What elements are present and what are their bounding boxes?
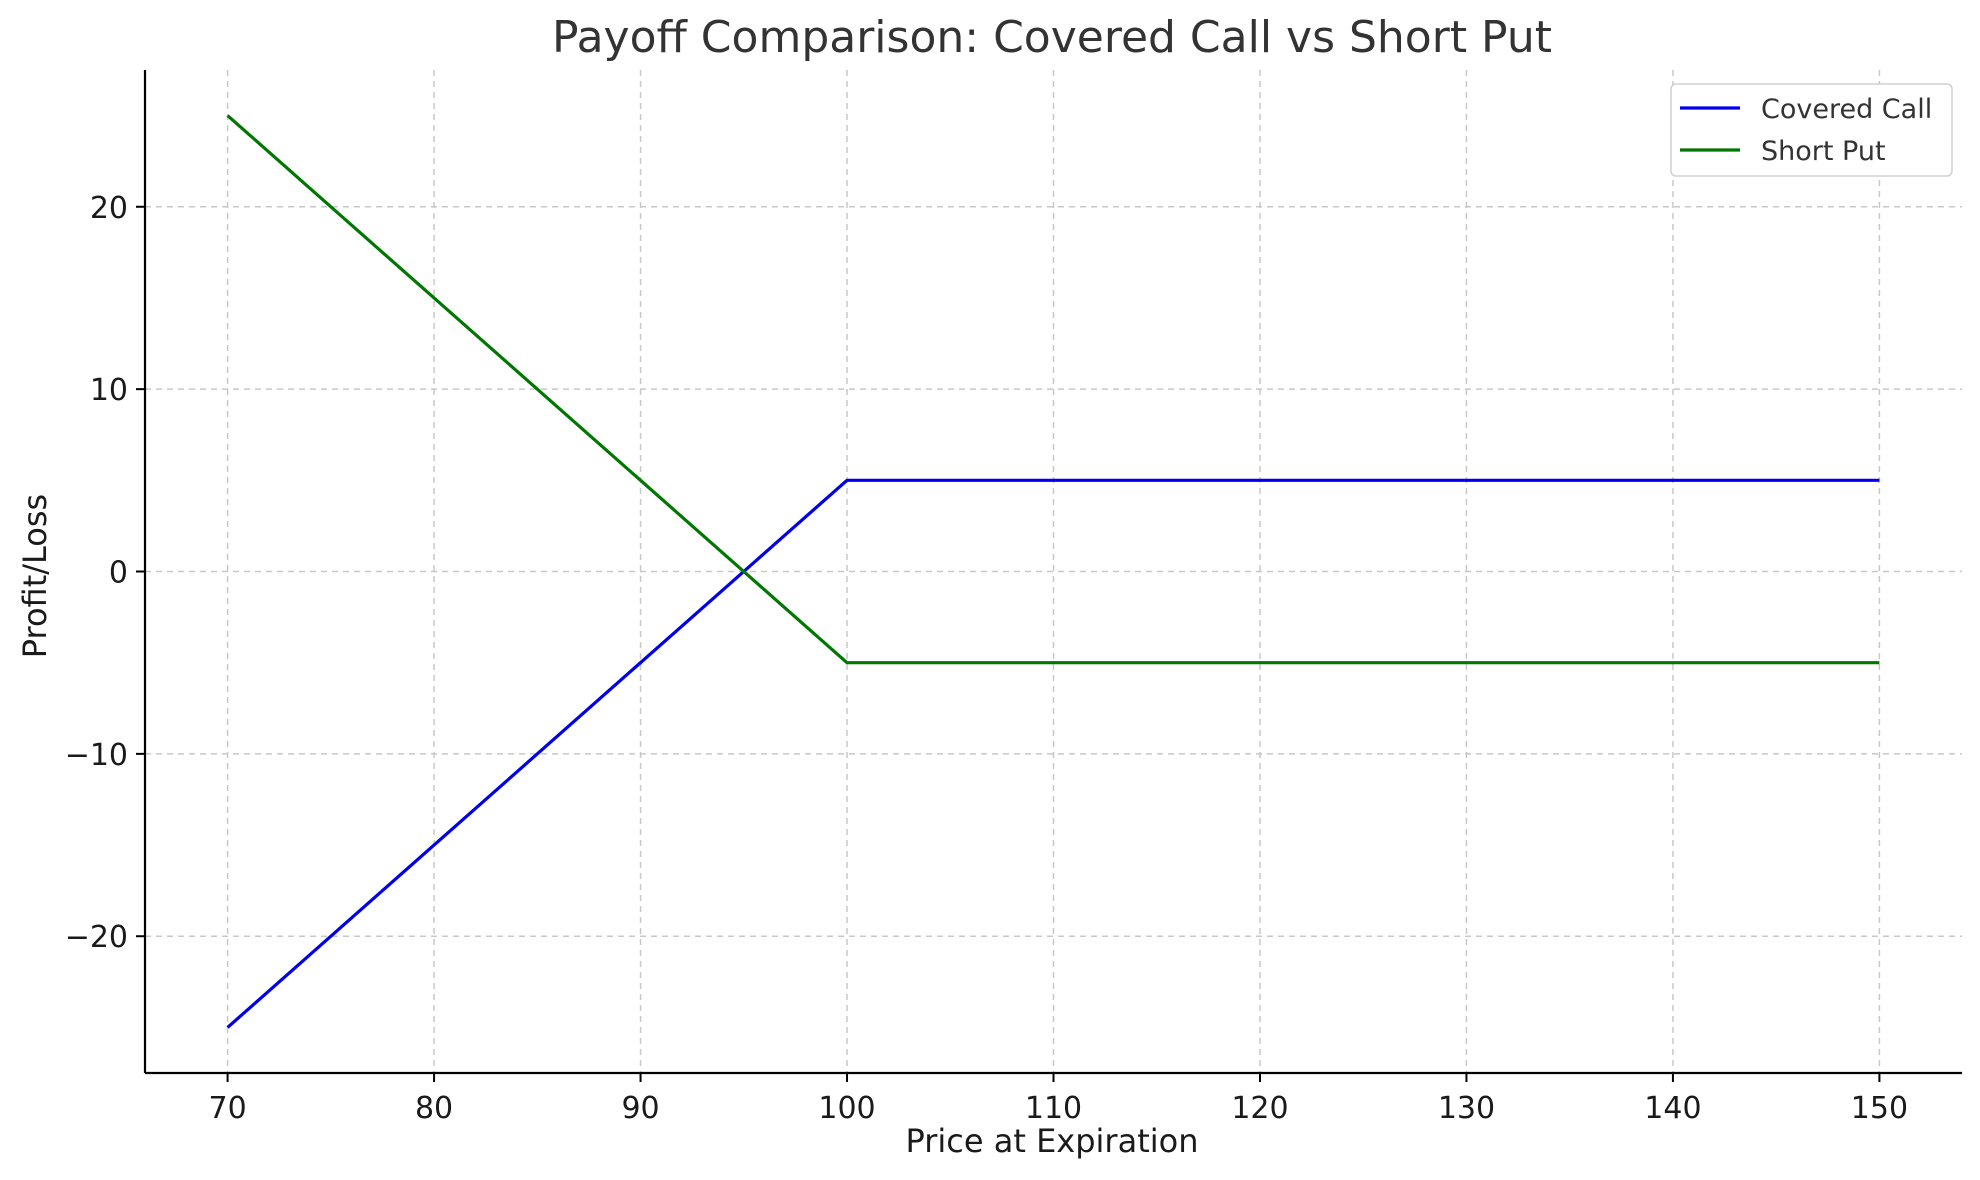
x-tick-label: 100 xyxy=(818,1091,875,1126)
chart-title: Payoff Comparison: Covered Call vs Short… xyxy=(552,12,1552,63)
x-tick-label: 140 xyxy=(1644,1091,1701,1126)
grid xyxy=(145,70,1962,1073)
series-line-covered-call xyxy=(226,478,1880,1029)
tick-labels: 70 80 90 100 110 120 130 140 150 −20 −10 0 10 20 xyxy=(65,191,1908,1126)
y-axis-label: Profit/Loss xyxy=(16,494,54,658)
legend-label: Short Put xyxy=(1761,136,1886,167)
x-axis-label: Price at Expiration xyxy=(906,1122,1199,1160)
y-tick-label: 20 xyxy=(90,191,128,226)
y-tick-label: 0 xyxy=(109,556,128,591)
y-tick-label: −10 xyxy=(65,738,128,773)
x-tick-label: 120 xyxy=(1231,1091,1288,1126)
x-tick-label: 90 xyxy=(621,1091,659,1126)
y-tick-label: −20 xyxy=(65,920,128,955)
legend: Covered Call Short Put xyxy=(1670,83,1953,177)
x-tick-label: 110 xyxy=(1025,1091,1082,1126)
legend-box xyxy=(1670,83,1953,177)
series-lines xyxy=(226,114,1880,1029)
legend-label: Covered Call xyxy=(1761,94,1932,125)
x-tick-label: 150 xyxy=(1851,1091,1908,1126)
x-tick-label: 80 xyxy=(415,1091,453,1126)
x-tick-label: 130 xyxy=(1438,1091,1495,1126)
series-line-short-put xyxy=(226,114,1880,665)
x-tick-label: 70 xyxy=(208,1091,246,1126)
y-tick-label: 10 xyxy=(90,373,128,408)
